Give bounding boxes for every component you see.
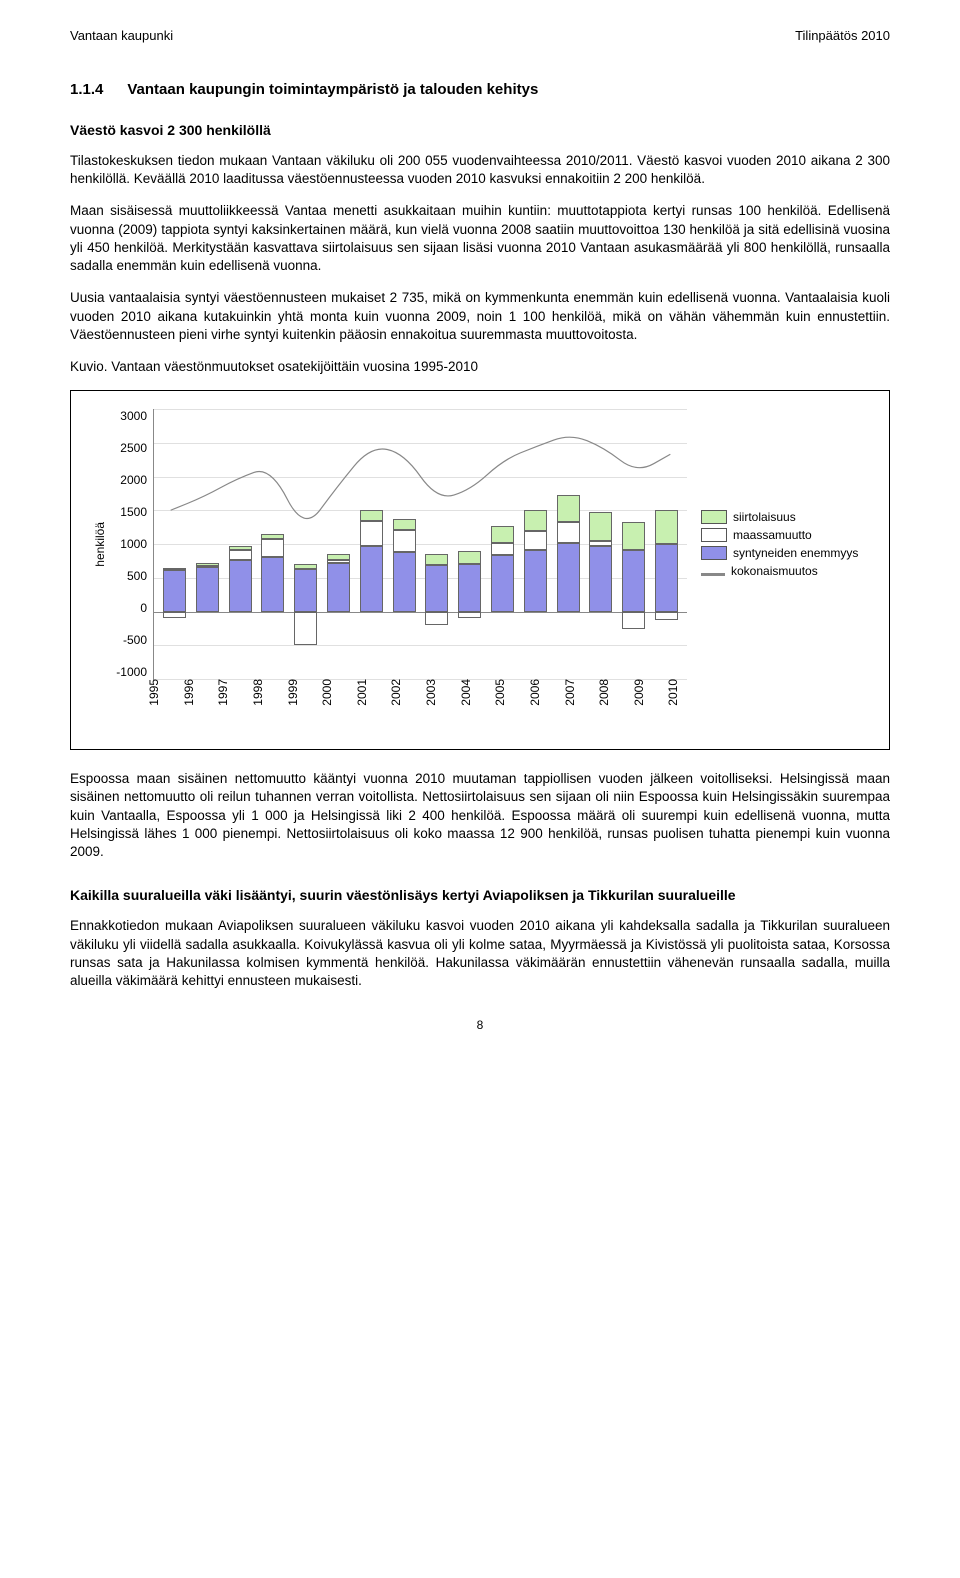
bar-1999 [291,409,320,679]
subheading-2: Kaikilla suuralueilla väki lisääntyi, su… [70,887,890,903]
chart-container: henkilöä 300025002000150010005000-500-10… [70,390,890,750]
subheading-1: Väestö kasvoi 2 300 henkilöllä [70,122,890,138]
bar-1997 [226,409,255,679]
y-axis-label: henkilöä [89,522,107,567]
legend-label: siirtolaisuus [733,510,796,524]
legend-label: syntyneiden enemmyys [733,546,858,560]
legend-syntyneiden: syntyneiden enemmyys [701,546,871,560]
bar-2003 [423,409,452,679]
bar-2010 [652,409,681,679]
section-heading: 1.1.4 Vantaan kaupungin toimintaympäristö… [70,81,890,98]
bar-1995 [160,409,189,679]
legend-siirtolaisuus: siirtolaisuus [701,510,871,524]
plot-area [153,409,687,680]
bar-2004 [455,409,484,679]
page-number: 8 [70,1018,890,1032]
bar-2001 [357,409,386,679]
section-title: Vantaan kaupungin toimintaympäristö ja t… [127,81,538,98]
paragraph-5: Ennakkotiedon mukaan Aviapoliksen suural… [70,917,890,990]
x-axis: 1995199619971998199920002001200220032004… [147,679,701,710]
section-number: 1.1.4 [70,81,103,98]
bar-1996 [193,409,222,679]
header-left: Vantaan kaupunki [70,28,173,43]
paragraph-4: Espoossa maan sisäinen nettomuutto käänt… [70,770,890,861]
legend-label: maassamuutto [733,528,812,542]
paragraph-1: Tilastokeskuksen tiedon mukaan Vantaan v… [70,152,890,188]
bar-2009 [619,409,648,679]
paragraph-3: Uusia vantaalaisia syntyi väestöennustee… [70,289,890,344]
header-right: Tilinpäätös 2010 [795,28,890,43]
bar-2002 [390,409,419,679]
bar-2008 [587,409,616,679]
bar-2000 [324,409,353,679]
page-header: Vantaan kaupunki Tilinpäätös 2010 [70,28,890,43]
y-axis: 300025002000150010005000-500-1000 [107,409,153,679]
legend-label: kokonaismuutos [731,564,818,578]
bar-2005 [488,409,517,679]
legend-maassamuutto: maassamuutto [701,528,871,542]
legend: siirtolaisuus maassamuutto syntyneiden e… [687,506,871,582]
chart-caption: Kuvio. Vantaan väestönmuutokset osatekij… [70,358,890,376]
bar-2006 [521,409,550,679]
legend-kokonaismuutos: kokonaismuutos [701,564,871,578]
paragraph-2: Maan sisäisessä muuttoliikkeessä Vantaa … [70,202,890,275]
bar-1998 [258,409,287,679]
bar-2007 [554,409,583,679]
